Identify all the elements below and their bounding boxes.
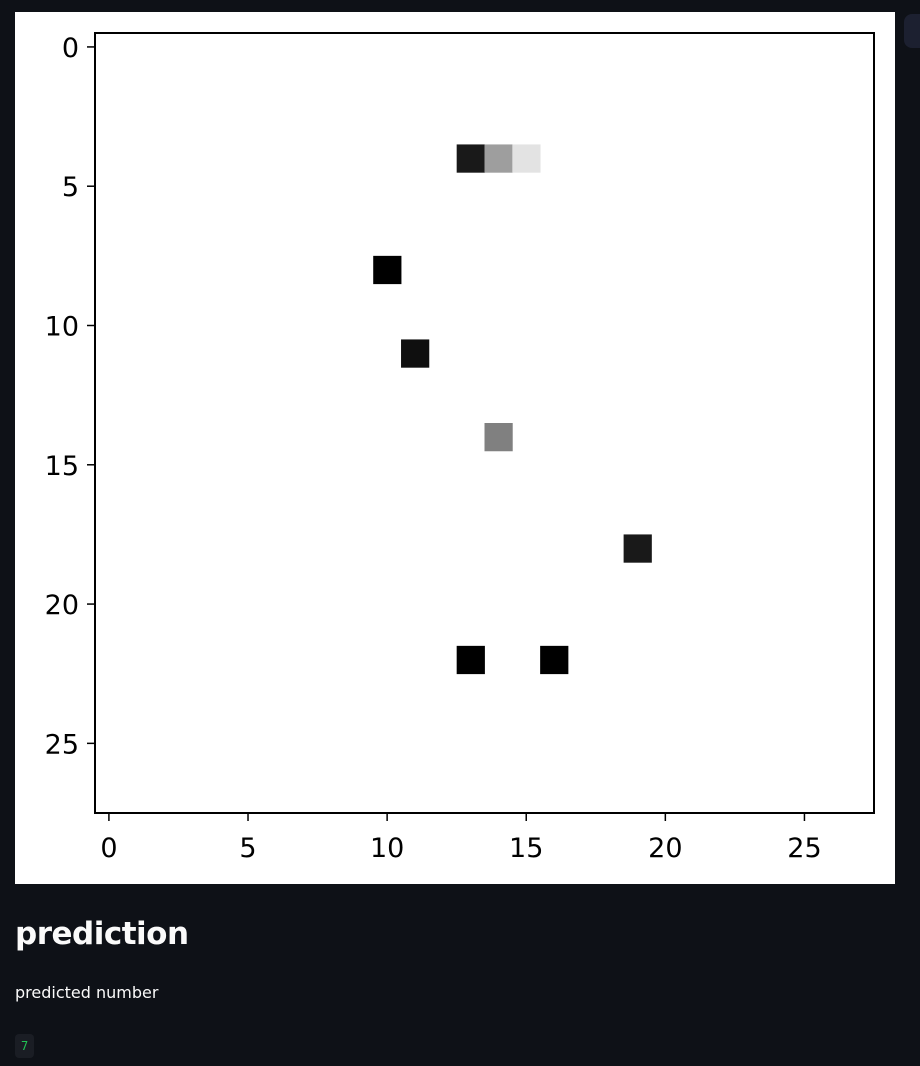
x-tick-label-20: 20 — [648, 833, 682, 864]
image-pixel-5 — [484, 423, 513, 452]
predicted-number-value: 7 — [15, 1034, 35, 1058]
image-pixel-2 — [512, 144, 541, 173]
x-tick-label-0: 0 — [100, 833, 117, 864]
y-tick-label-5: 5 — [62, 172, 79, 203]
y-tick-label-10: 10 — [45, 312, 79, 343]
y-tick-label-20: 20 — [45, 590, 79, 621]
image-pixel-8 — [540, 645, 569, 675]
y-tick-label-15: 15 — [45, 451, 79, 482]
image-pixel-4 — [401, 339, 430, 368]
prediction-heading: prediction — [15, 916, 189, 952]
x-tick-label-10: 10 — [370, 833, 404, 864]
digit-image-plot: 0 5 10 15 20 25 0 5 10 15 20 25 — [15, 12, 895, 884]
y-tick-label-0: 0 — [62, 33, 79, 64]
x-tick-label-15: 15 — [509, 833, 543, 864]
axes-frame — [94, 32, 875, 814]
image-pixel-7 — [456, 645, 485, 675]
prediction-caption: predicted number — [15, 983, 159, 1002]
y-tick-label-25: 25 — [45, 729, 79, 760]
image-pixel-3 — [373, 255, 402, 285]
image-pixel-0 — [456, 144, 485, 173]
image-pixel-6 — [623, 534, 652, 563]
digit-image-svg: 0 5 10 15 20 25 0 5 10 15 20 25 — [45, 32, 875, 864]
x-tick-label-5: 5 — [239, 833, 256, 864]
app-menu-button[interactable] — [904, 14, 920, 48]
x-tick-label-25: 25 — [787, 833, 821, 864]
image-pixel-1 — [484, 144, 513, 173]
